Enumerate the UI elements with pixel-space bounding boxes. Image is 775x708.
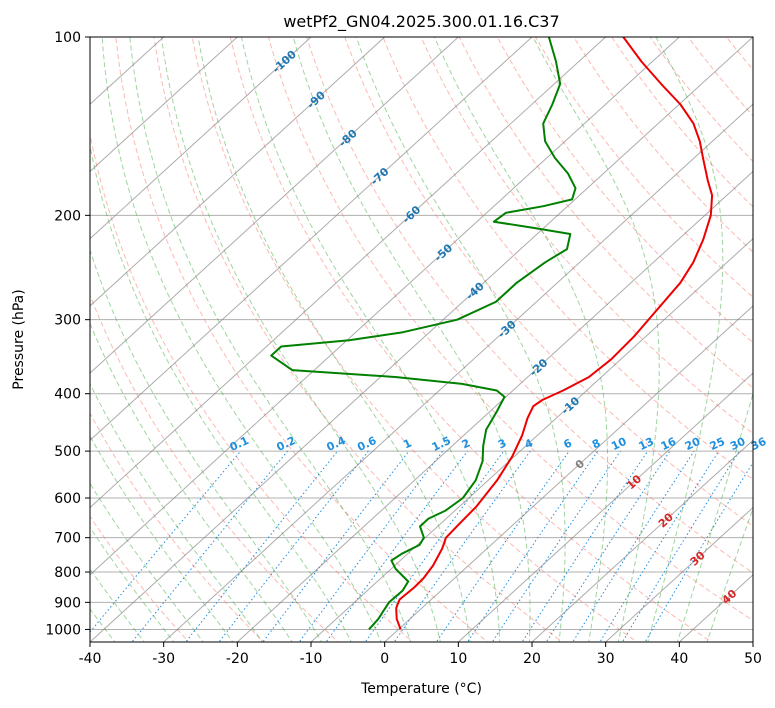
dry-adiabat xyxy=(344,37,753,527)
dry-adiabat xyxy=(90,131,414,642)
mixing-ratio-label: 16 xyxy=(659,435,679,453)
y-tick-label: 800 xyxy=(54,565,81,581)
mixing-ratio-line xyxy=(393,450,531,642)
y-tick-label: 200 xyxy=(54,208,81,224)
moist-adiabat xyxy=(292,37,531,642)
isotherm xyxy=(310,237,753,642)
mixing-ratio-line xyxy=(491,450,621,642)
x-tick-label: 50 xyxy=(744,651,762,667)
mixing-ratio-line xyxy=(521,450,649,642)
chart-title: wetPf2_GN04.2025.300.01.16.C37 xyxy=(283,12,559,32)
sounding-profiles xyxy=(270,37,714,631)
mixing-ratio-line xyxy=(621,450,740,642)
x-tick-label: 40 xyxy=(670,651,688,667)
mixing-ratio-line xyxy=(545,450,671,642)
dry-adiabat xyxy=(229,37,713,642)
x-axis-ticks: -40 -30 -20 -10 0 10 20 30 40 50 xyxy=(79,642,762,667)
isotherm xyxy=(752,641,753,642)
mixing-ratio-line xyxy=(325,450,468,642)
dry-adiabat xyxy=(496,37,753,344)
mixing-ratio-label: 36 xyxy=(749,435,769,453)
dry-adiabat xyxy=(535,37,753,298)
x-tick-label: -30 xyxy=(152,651,175,667)
mixing-ratio-line xyxy=(599,450,720,642)
moist-adiabat xyxy=(434,37,609,642)
mixing-ratio-line xyxy=(435,450,570,642)
mixing-ratio-label: 25 xyxy=(708,435,727,453)
x-tick-label: 30 xyxy=(597,651,615,667)
x-tick-label: -20 xyxy=(226,651,249,667)
isotherm xyxy=(457,372,753,642)
isotherm xyxy=(604,506,753,642)
dry-adiabat xyxy=(306,37,753,574)
moist-adiabats xyxy=(90,37,753,642)
x-axis-label: Temperature (°C) xyxy=(360,681,482,697)
y-tick-label: 700 xyxy=(54,531,81,547)
y-axis-label: Pressure (hPa) xyxy=(11,289,27,389)
mixing-ratio-line xyxy=(572,450,695,642)
dry-adiabat xyxy=(90,412,265,642)
x-tick-label: -10 xyxy=(300,651,323,667)
dry-adiabats xyxy=(90,37,753,642)
dry-adiabat xyxy=(115,37,489,642)
isotherm xyxy=(90,37,238,173)
y-tick-label: 1000 xyxy=(45,622,81,638)
moist-adiabat xyxy=(129,37,412,642)
mixing-ratio-label: 10 xyxy=(609,435,629,453)
isotherm xyxy=(90,37,753,642)
isotherm xyxy=(236,170,753,642)
moist-adiabat xyxy=(706,506,753,642)
moist-adiabat xyxy=(90,248,323,642)
moist-adiabat xyxy=(240,37,501,642)
moist-adiabat xyxy=(647,37,724,642)
y-tick-label: 600 xyxy=(54,491,81,507)
dry-adiabat xyxy=(191,37,638,642)
isotherm xyxy=(90,37,533,442)
y-tick-label: 900 xyxy=(54,595,81,611)
mixing-ratio-line xyxy=(218,450,369,642)
mixing-ratio-label: 20 xyxy=(683,435,703,453)
x-tick-label: -40 xyxy=(79,651,102,667)
mixing-ratio-line xyxy=(185,450,338,642)
isotherms xyxy=(90,37,753,642)
dry-adiabat xyxy=(90,515,190,642)
plot-frame xyxy=(89,36,754,643)
isotherm xyxy=(531,439,753,642)
isotherm xyxy=(383,305,753,642)
x-tick-label: 20 xyxy=(523,651,541,667)
y-tick-label: 500 xyxy=(54,444,81,460)
isotherm xyxy=(90,37,312,240)
isotherm xyxy=(162,103,753,642)
y-axis-ticks: 100 200 300 400 500 600 700 800 900 1000 xyxy=(45,30,90,638)
x-tick-label: 10 xyxy=(449,651,467,667)
mixing-ratio-lines xyxy=(90,450,753,642)
isotherm xyxy=(90,37,386,307)
isotherm xyxy=(90,37,459,374)
moist-adiabat xyxy=(90,322,293,642)
moist-adiabat xyxy=(90,382,264,642)
dewpoint-profile xyxy=(270,37,577,631)
moist-adiabat xyxy=(90,435,234,642)
dry-adiabat xyxy=(420,37,753,435)
isotherm xyxy=(90,37,607,509)
y-tick-label: 300 xyxy=(54,313,81,329)
moist-adiabat xyxy=(161,37,441,642)
mixing-ratio-label: 30 xyxy=(728,435,748,453)
y-tick-label: 100 xyxy=(54,30,81,46)
mixing-ratio-label: 13 xyxy=(637,435,656,453)
temperature-profile xyxy=(395,37,714,630)
moist-adiabat xyxy=(355,37,566,642)
moist-adiabat xyxy=(197,37,471,642)
x-tick-label: 0 xyxy=(380,651,389,667)
moist-adiabat xyxy=(676,391,753,642)
moist-adiabat xyxy=(532,37,660,642)
dry-adiabat xyxy=(267,37,753,622)
y-tick-label: 400 xyxy=(54,387,81,403)
